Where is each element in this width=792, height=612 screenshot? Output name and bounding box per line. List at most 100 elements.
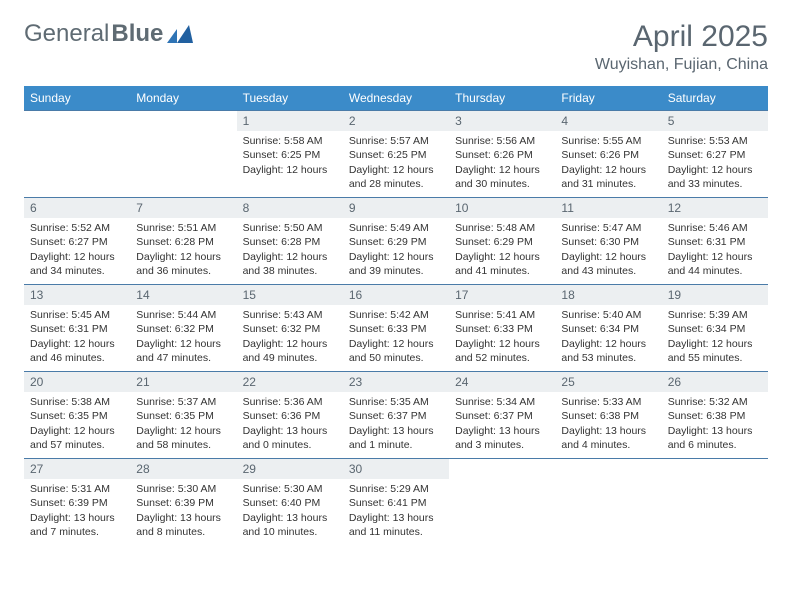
sunset-line: Sunset: 6:38 PM (561, 409, 655, 423)
day-cell: 26Sunrise: 5:32 AMSunset: 6:38 PMDayligh… (662, 372, 768, 458)
daylight-line: Daylight: 13 hours and 10 minutes. (243, 511, 337, 539)
sunset-line: Sunset: 6:39 PM (136, 496, 230, 510)
day-number: 10 (449, 198, 555, 218)
sunrise-line: Sunrise: 5:44 AM (136, 308, 230, 322)
sunset-line: Sunset: 6:32 PM (243, 322, 337, 336)
day-cell: 18Sunrise: 5:40 AMSunset: 6:34 PMDayligh… (555, 285, 661, 371)
weekday-header: Thursday (449, 86, 555, 110)
sunrise-line: Sunrise: 5:47 AM (561, 221, 655, 235)
day-body: Sunrise: 5:41 AMSunset: 6:33 PMDaylight:… (449, 305, 555, 371)
sunset-line: Sunset: 6:34 PM (561, 322, 655, 336)
day-cell: 4Sunrise: 5:55 AMSunset: 6:26 PMDaylight… (555, 111, 661, 197)
sunset-line: Sunset: 6:31 PM (30, 322, 124, 336)
weekday-header: Tuesday (237, 86, 343, 110)
day-cell: 8Sunrise: 5:50 AMSunset: 6:28 PMDaylight… (237, 198, 343, 284)
day-body: Sunrise: 5:57 AMSunset: 6:25 PMDaylight:… (343, 131, 449, 197)
sunset-line: Sunset: 6:41 PM (349, 496, 443, 510)
day-cell: 24Sunrise: 5:34 AMSunset: 6:37 PMDayligh… (449, 372, 555, 458)
daylight-line: Daylight: 12 hours and 30 minutes. (455, 163, 549, 191)
daylight-line: Daylight: 13 hours and 6 minutes. (668, 424, 762, 452)
daylight-line: Daylight: 12 hours and 33 minutes. (668, 163, 762, 191)
sunrise-line: Sunrise: 5:46 AM (668, 221, 762, 235)
daylight-line: Daylight: 13 hours and 0 minutes. (243, 424, 337, 452)
day-number (130, 111, 236, 131)
sunset-line: Sunset: 6:36 PM (243, 409, 337, 423)
day-body: Sunrise: 5:37 AMSunset: 6:35 PMDaylight:… (130, 392, 236, 458)
sunrise-line: Sunrise: 5:51 AM (136, 221, 230, 235)
daylight-line: Daylight: 13 hours and 7 minutes. (30, 511, 124, 539)
daylight-line: Daylight: 12 hours and 49 minutes. (243, 337, 337, 365)
day-body: Sunrise: 5:48 AMSunset: 6:29 PMDaylight:… (449, 218, 555, 284)
day-cell: 25Sunrise: 5:33 AMSunset: 6:38 PMDayligh… (555, 372, 661, 458)
day-body: Sunrise: 5:29 AMSunset: 6:41 PMDaylight:… (343, 479, 449, 545)
day-number: 12 (662, 198, 768, 218)
day-cell: 17Sunrise: 5:41 AMSunset: 6:33 PMDayligh… (449, 285, 555, 371)
day-number: 9 (343, 198, 449, 218)
calendar: SundayMondayTuesdayWednesdayThursdayFrid… (24, 86, 768, 545)
day-cell: 9Sunrise: 5:49 AMSunset: 6:29 PMDaylight… (343, 198, 449, 284)
sunrise-line: Sunrise: 5:45 AM (30, 308, 124, 322)
week-row: 27Sunrise: 5:31 AMSunset: 6:39 PMDayligh… (24, 458, 768, 545)
day-body: Sunrise: 5:30 AMSunset: 6:40 PMDaylight:… (237, 479, 343, 545)
day-number: 28 (130, 459, 236, 479)
day-cell (130, 111, 236, 197)
sunset-line: Sunset: 6:33 PM (349, 322, 443, 336)
day-cell: 16Sunrise: 5:42 AMSunset: 6:33 PMDayligh… (343, 285, 449, 371)
sunset-line: Sunset: 6:37 PM (455, 409, 549, 423)
day-body: Sunrise: 5:45 AMSunset: 6:31 PMDaylight:… (24, 305, 130, 371)
day-number (449, 459, 555, 479)
day-number: 26 (662, 372, 768, 392)
title-block: April 2025 Wuyishan, Fujian, China (595, 20, 768, 74)
day-number: 23 (343, 372, 449, 392)
day-body: Sunrise: 5:50 AMSunset: 6:28 PMDaylight:… (237, 218, 343, 284)
sunrise-line: Sunrise: 5:50 AM (243, 221, 337, 235)
daylight-line: Daylight: 13 hours and 4 minutes. (561, 424, 655, 452)
weekday-header-row: SundayMondayTuesdayWednesdayThursdayFrid… (24, 86, 768, 110)
day-cell: 27Sunrise: 5:31 AMSunset: 6:39 PMDayligh… (24, 459, 130, 545)
daylight-line: Daylight: 12 hours and 28 minutes. (349, 163, 443, 191)
day-body: Sunrise: 5:58 AMSunset: 6:25 PMDaylight:… (237, 131, 343, 183)
sunrise-line: Sunrise: 5:36 AM (243, 395, 337, 409)
day-cell: 22Sunrise: 5:36 AMSunset: 6:36 PMDayligh… (237, 372, 343, 458)
sunrise-line: Sunrise: 5:40 AM (561, 308, 655, 322)
day-body: Sunrise: 5:33 AMSunset: 6:38 PMDaylight:… (555, 392, 661, 458)
sunrise-line: Sunrise: 5:35 AM (349, 395, 443, 409)
weekday-header: Wednesday (343, 86, 449, 110)
daylight-line: Daylight: 12 hours (243, 163, 337, 177)
daylight-line: Daylight: 12 hours and 43 minutes. (561, 250, 655, 278)
weekday-header: Friday (555, 86, 661, 110)
sunset-line: Sunset: 6:30 PM (561, 235, 655, 249)
day-cell: 21Sunrise: 5:37 AMSunset: 6:35 PMDayligh… (130, 372, 236, 458)
logo-text-1: General (24, 20, 109, 48)
day-number: 11 (555, 198, 661, 218)
day-cell (449, 459, 555, 545)
weekday-header: Sunday (24, 86, 130, 110)
day-body: Sunrise: 5:39 AMSunset: 6:34 PMDaylight:… (662, 305, 768, 371)
daylight-line: Daylight: 12 hours and 31 minutes. (561, 163, 655, 191)
sunrise-line: Sunrise: 5:34 AM (455, 395, 549, 409)
sunset-line: Sunset: 6:35 PM (136, 409, 230, 423)
day-body: Sunrise: 5:36 AMSunset: 6:36 PMDaylight:… (237, 392, 343, 458)
sunset-line: Sunset: 6:26 PM (455, 148, 549, 162)
weeks-container: 1Sunrise: 5:58 AMSunset: 6:25 PMDaylight… (24, 110, 768, 545)
day-cell (662, 459, 768, 545)
sunrise-line: Sunrise: 5:42 AM (349, 308, 443, 322)
sunset-line: Sunset: 6:27 PM (30, 235, 124, 249)
day-cell: 3Sunrise: 5:56 AMSunset: 6:26 PMDaylight… (449, 111, 555, 197)
day-number: 7 (130, 198, 236, 218)
day-number: 20 (24, 372, 130, 392)
day-number: 4 (555, 111, 661, 131)
day-number: 22 (237, 372, 343, 392)
day-number: 6 (24, 198, 130, 218)
day-body: Sunrise: 5:46 AMSunset: 6:31 PMDaylight:… (662, 218, 768, 284)
day-body: Sunrise: 5:44 AMSunset: 6:32 PMDaylight:… (130, 305, 236, 371)
day-cell: 1Sunrise: 5:58 AMSunset: 6:25 PMDaylight… (237, 111, 343, 197)
day-cell: 13Sunrise: 5:45 AMSunset: 6:31 PMDayligh… (24, 285, 130, 371)
daylight-line: Daylight: 12 hours and 39 minutes. (349, 250, 443, 278)
logo-icon (167, 25, 193, 43)
day-number: 5 (662, 111, 768, 131)
sunrise-line: Sunrise: 5:58 AM (243, 134, 337, 148)
day-number: 25 (555, 372, 661, 392)
sunset-line: Sunset: 6:27 PM (668, 148, 762, 162)
day-cell: 7Sunrise: 5:51 AMSunset: 6:28 PMDaylight… (130, 198, 236, 284)
